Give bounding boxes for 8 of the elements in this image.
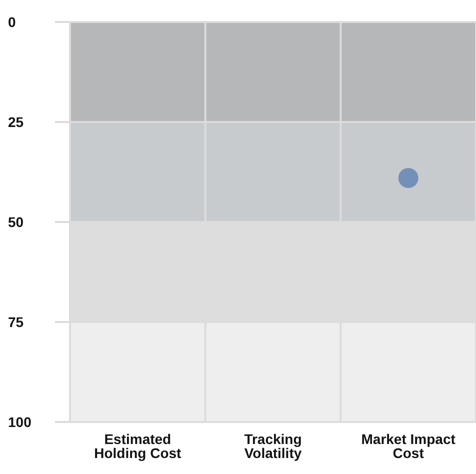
y-tick-label: 0 [8,14,16,30]
y-tick-label: 25 [8,114,24,130]
x-tick-label: Tracking Volatility [244,430,302,461]
y-tick-label: 50 [8,214,24,230]
x-tick-label: Market Impact Cost [361,430,456,461]
y-tick-label: 75 [8,314,24,330]
y-tick-label: 100 [8,414,32,430]
x-tick-label: Estimated Holding Cost [94,430,182,461]
